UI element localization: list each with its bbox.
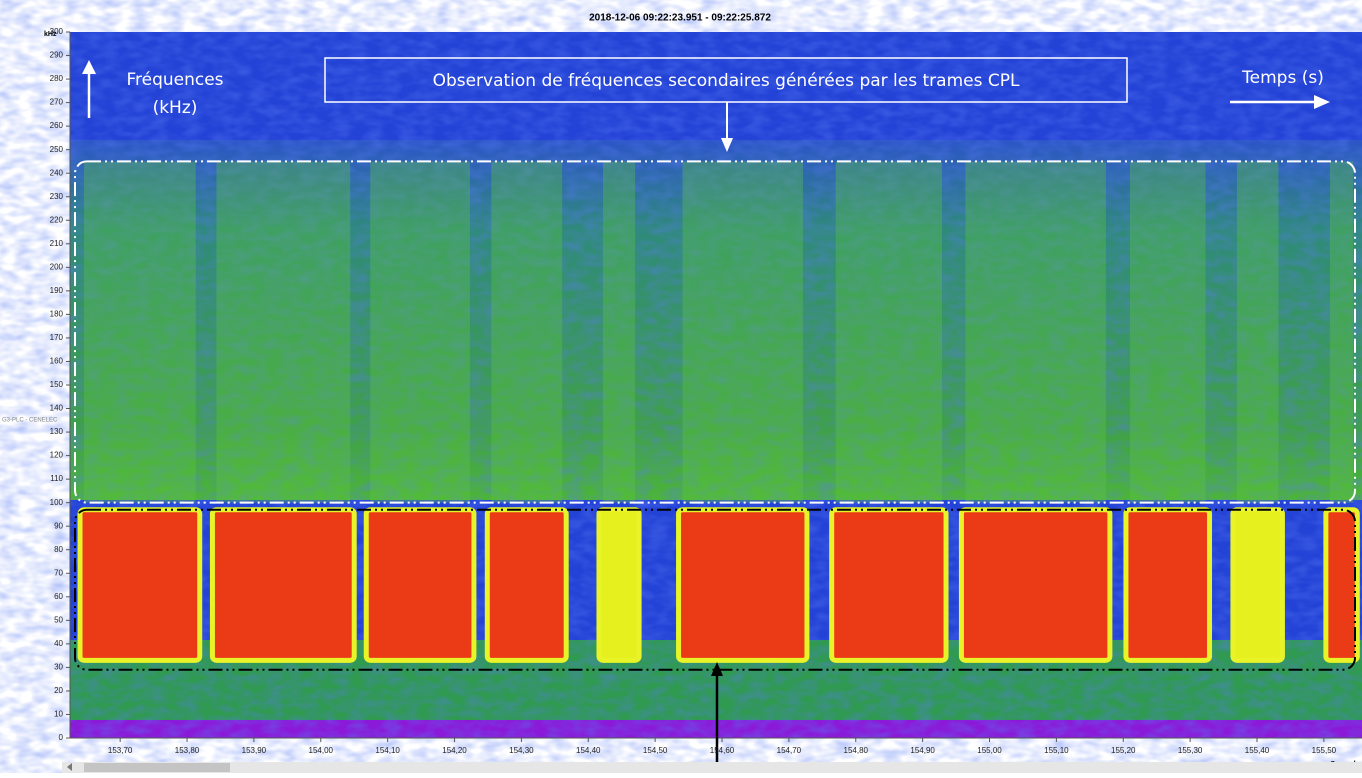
y-tick-label: 300	[50, 27, 64, 36]
observation-arrow-head	[721, 138, 733, 152]
side-label: G3-PLC - CENELEC	[2, 418, 58, 424]
burst-harmonic	[1236, 161, 1279, 503]
y-tick-label: 140	[50, 404, 64, 413]
burst	[484, 507, 569, 663]
x-tick-label: 155,30	[1178, 746, 1203, 755]
y-tick-label: 160	[50, 357, 64, 366]
burst-harmonic	[602, 161, 636, 503]
burst-harmonic	[84, 161, 196, 503]
x-tick-label: 155,20	[1111, 746, 1136, 755]
burst	[596, 507, 642, 663]
time-annotation: Temps (s)	[1241, 68, 1324, 88]
time-arrow-head	[1314, 95, 1330, 109]
scrollbar[interactable]	[62, 762, 1362, 773]
y-tick-label: 200	[50, 262, 64, 271]
y-tick-label: 270	[50, 98, 64, 107]
y-tick-label: 260	[50, 121, 64, 130]
y-tick-label: 120	[50, 451, 64, 460]
x-tick-label: 155,10	[1044, 746, 1069, 755]
x-tick-label: 154,80	[844, 746, 869, 755]
y-tick-label: 110	[50, 474, 63, 483]
y-tick-label: 220	[50, 215, 64, 224]
y-tick-label: 240	[50, 168, 64, 177]
burst	[1123, 507, 1213, 663]
x-tick-label: 153,70	[108, 746, 133, 755]
x-tick-label: 154,10	[375, 746, 400, 755]
y-tick-label: 130	[50, 427, 64, 436]
burst-harmonic	[965, 161, 1106, 503]
y-tick-label: 10	[54, 710, 63, 719]
y-tick-label: 70	[54, 568, 63, 577]
burst-harmonic	[216, 161, 351, 503]
burst-arrow-head	[711, 662, 723, 676]
x-tick-label: 155,00	[977, 746, 1002, 755]
y-tick-label: 0	[59, 733, 64, 742]
y-tick-label: 30	[54, 663, 63, 672]
freq-arrow-head	[82, 60, 96, 74]
burst-harmonic	[1329, 161, 1354, 503]
x-tick-label: 155,50	[1312, 746, 1337, 755]
burst	[1230, 507, 1285, 663]
burst	[1323, 507, 1360, 663]
burst	[829, 507, 949, 663]
y-tick-label: 290	[50, 51, 64, 60]
freq-annotation: Fréquences	[126, 70, 223, 90]
x-tick-label: 153,80	[175, 746, 200, 755]
burst	[676, 507, 810, 663]
y-tick-label: 170	[50, 333, 64, 342]
y-tick-label: 40	[54, 639, 63, 648]
scroll-left[interactable]	[67, 763, 72, 771]
chart-title: 2018-12-06 09:22:23.951 - 09:22:25.872	[589, 13, 771, 24]
burst	[958, 507, 1113, 663]
x-tick-label: 153,90	[242, 746, 267, 755]
y-tick-label: 50	[54, 615, 63, 624]
x-tick-label: 154,60	[710, 746, 735, 755]
y-tick-label: 250	[50, 145, 64, 154]
highlight-region	[74, 508, 1356, 671]
x-tick-label: 154,90	[910, 746, 935, 755]
burst	[77, 507, 203, 663]
y-tick-label: 90	[54, 521, 63, 530]
x-tick-label: 154,30	[509, 746, 534, 755]
highlight-region	[74, 160, 1356, 504]
x-tick-label: 154,20	[442, 746, 467, 755]
x-tick-label: 154,70	[777, 746, 802, 755]
scroll-thumb[interactable]	[84, 763, 230, 772]
x-tick-label: 155,40	[1245, 746, 1270, 755]
burst-harmonic	[682, 161, 803, 503]
burst-harmonic	[491, 161, 563, 503]
x-tick-label: 154,50	[643, 746, 668, 755]
y-tick-label: 80	[54, 545, 63, 554]
x-tick-label: 154,00	[309, 746, 334, 755]
burst-harmonic	[835, 161, 943, 503]
burst-harmonic	[370, 161, 470, 503]
y-tick-label: 210	[50, 239, 64, 248]
burst-harmonic	[1129, 161, 1206, 503]
y-unit: kHz	[44, 31, 57, 38]
y-tick-label: 190	[50, 286, 64, 295]
y-tick-label: 180	[50, 310, 64, 319]
burst	[363, 507, 477, 663]
y-tick-label: 230	[50, 192, 64, 201]
freq-annotation: (kHz)	[153, 98, 198, 118]
y-tick-label: 100	[50, 498, 64, 507]
burst	[209, 507, 357, 663]
y-tick-label: 280	[50, 74, 64, 83]
observation-annotation: Observation de fréquences secondaires gé…	[433, 71, 1020, 91]
y-tick-label: 150	[50, 380, 64, 389]
y-tick-label: 20	[54, 686, 63, 695]
x-tick-label: 154,40	[576, 746, 601, 755]
y-tick-label: 60	[54, 592, 63, 601]
